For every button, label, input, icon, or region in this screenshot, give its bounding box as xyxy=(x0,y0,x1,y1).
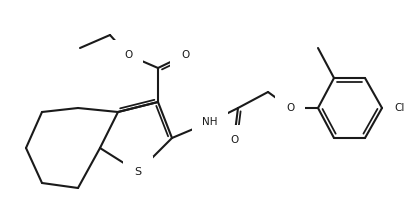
Text: S: S xyxy=(134,167,142,177)
Text: Cl: Cl xyxy=(394,103,404,113)
Text: O: O xyxy=(124,50,132,60)
Text: O: O xyxy=(286,103,294,113)
Text: NH: NH xyxy=(202,117,218,127)
Text: O: O xyxy=(230,135,238,145)
Text: O: O xyxy=(181,50,189,60)
